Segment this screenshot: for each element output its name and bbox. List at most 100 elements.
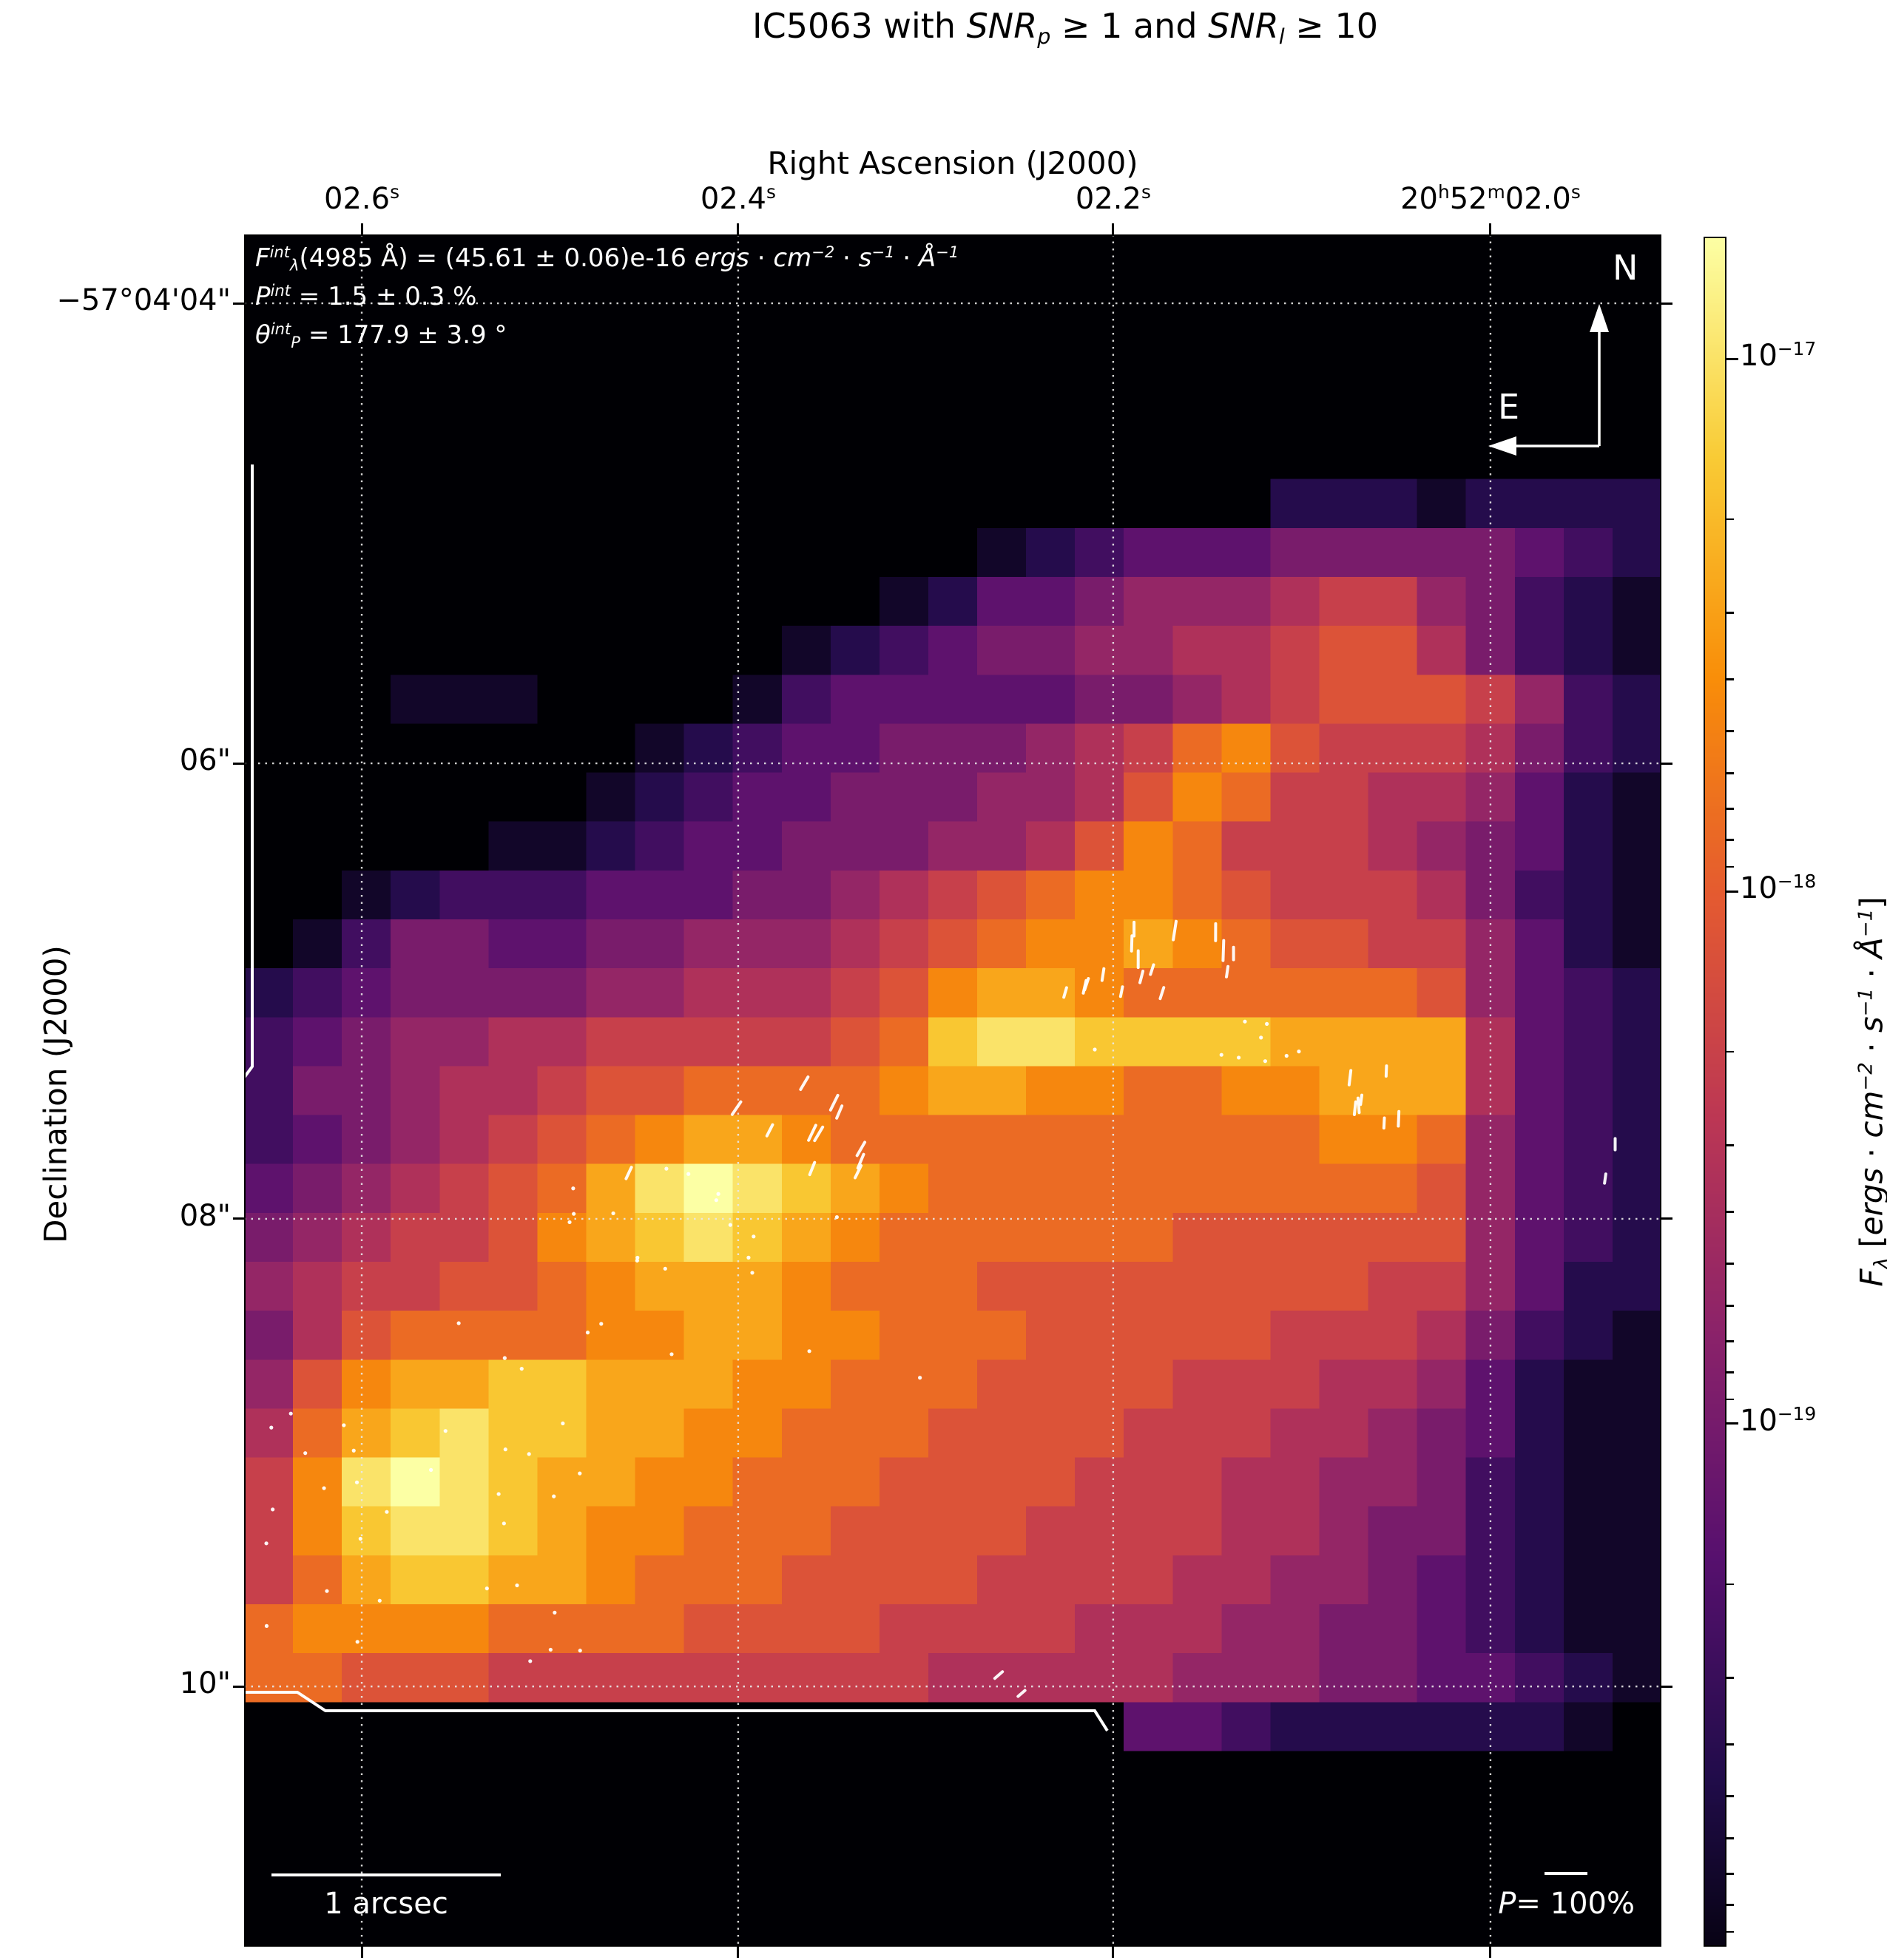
polarization-vector (1225, 964, 1230, 979)
text-part: · (894, 243, 919, 273)
text-part: ≥ 10 (1284, 6, 1378, 46)
polarization-vector (1062, 986, 1068, 999)
text-part: p (1037, 24, 1051, 49)
annotation-polarization: Pint = 1.5 ± 0.3 % (255, 281, 476, 311)
text-part: cm (1853, 1090, 1887, 1138)
polarization-vector (813, 1125, 825, 1143)
axis-tick (1726, 1743, 1734, 1746)
polarization-dot (503, 1447, 507, 1452)
axis-tick (1726, 357, 1738, 360)
polarization-dot (599, 1322, 604, 1326)
axis-tick (233, 1217, 244, 1220)
text-part: ergs (694, 243, 749, 273)
polarization-dot (1284, 1053, 1289, 1058)
aperture-outline (244, 1691, 1109, 1732)
polarization-dot (429, 1467, 433, 1472)
axis-tick (737, 223, 740, 234)
x-tick-label: 20h52m02.0s (1400, 181, 1581, 216)
text-part: s (390, 181, 400, 203)
text-part: SNR (966, 6, 1038, 46)
axis-tick (1726, 1398, 1734, 1401)
polarization-dot (456, 1321, 461, 1325)
polarization-vector (993, 1670, 1005, 1680)
polarization-dot (351, 1448, 356, 1453)
polarization-vector (1100, 967, 1106, 982)
polarization-vector (807, 1123, 817, 1142)
polarization-dot (271, 1507, 275, 1512)
text-part: Å (1853, 937, 1887, 959)
polarization-dot (663, 1266, 667, 1271)
annotation-flux: Fintλ(4985 Å) = (45.61 ± 0.06)e-16 ergs … (255, 243, 959, 274)
text-part: 10 (1740, 1403, 1778, 1438)
polarization-dot (571, 1186, 575, 1191)
text-part: = 177.9 ± 3.9 ° (300, 320, 507, 350)
polarization-vector (1352, 1100, 1357, 1117)
axis-tick (737, 1947, 740, 1958)
x-tick-label: 02.2s (1076, 181, 1151, 216)
text-part: −18 (1777, 871, 1817, 893)
polarization-dot (750, 1271, 755, 1275)
polarization-dot (567, 1220, 572, 1225)
polarization-dot (1237, 1055, 1241, 1060)
text-part: l (1278, 24, 1285, 49)
polarization-dot (527, 1452, 531, 1456)
axis-tick (1726, 839, 1734, 841)
text-part: −17 (1777, 338, 1817, 360)
text-part: int (270, 320, 291, 339)
polarization-dot (264, 1541, 269, 1546)
text-part: SNR (1208, 6, 1279, 46)
axis-tick (1726, 772, 1734, 774)
polarization-vector (1158, 986, 1166, 1001)
text-part: −1 (1854, 987, 1877, 1017)
polarization-dot (385, 1510, 389, 1514)
text-part: 02.0 (1505, 182, 1571, 216)
polarization-vector (1384, 1064, 1388, 1078)
polarization-vector (1118, 985, 1124, 998)
scalebar-label: 1 arcsec (324, 1887, 448, 1921)
axis-tick (1726, 1583, 1734, 1586)
text-part: · (1853, 958, 1887, 988)
y-tick-label: −57°04'04" (56, 283, 231, 318)
axis-tick (1726, 1904, 1734, 1906)
x-tick-label: 02.4s (701, 181, 776, 216)
aperture-outline (244, 464, 254, 1079)
compass-north-label: N (1613, 248, 1638, 288)
polarization-dot (635, 1255, 640, 1260)
polarization-vector (856, 1152, 865, 1170)
polarization-dot (635, 1258, 639, 1263)
y-tick-label: 06" (179, 743, 231, 778)
polarization-vector (730, 1100, 743, 1116)
text-part: −1 (936, 243, 959, 262)
axis-tick (1726, 1930, 1734, 1933)
text-part: 52 (1449, 182, 1488, 216)
polarization-dot (502, 1356, 507, 1360)
polarization-dot (669, 1352, 674, 1356)
polarization-vector (799, 1075, 810, 1092)
polarization-vector (765, 1123, 774, 1138)
axis-tick (360, 223, 363, 234)
axis-tick (1726, 1837, 1734, 1839)
polarization-vector (808, 1160, 817, 1177)
text-part: −2 (1854, 1062, 1877, 1091)
polarization-dot (572, 1212, 576, 1216)
text-part: Å (918, 243, 936, 273)
text-part: −2 (811, 243, 835, 262)
text-part: 02.6 (324, 182, 391, 216)
axis-tick (1661, 1217, 1672, 1220)
axis-tick (1726, 1422, 1738, 1425)
text-part: −1 (871, 243, 895, 262)
text-part: ] (1853, 896, 1887, 909)
polarization-vector (1149, 963, 1155, 976)
text-part: F (255, 243, 270, 273)
axis-tick (1489, 1947, 1492, 1958)
polarization-vector (1081, 979, 1088, 995)
polarization-dot (834, 1214, 839, 1220)
polarization-dot (728, 1223, 732, 1227)
polarization-dot (807, 1349, 811, 1354)
x-tick-label: 02.6s (324, 181, 400, 216)
polarization-dot (611, 1211, 615, 1216)
text-part: P (1498, 1887, 1516, 1921)
text-part: IC5063 with (752, 6, 967, 46)
axis-tick (233, 1685, 244, 1688)
